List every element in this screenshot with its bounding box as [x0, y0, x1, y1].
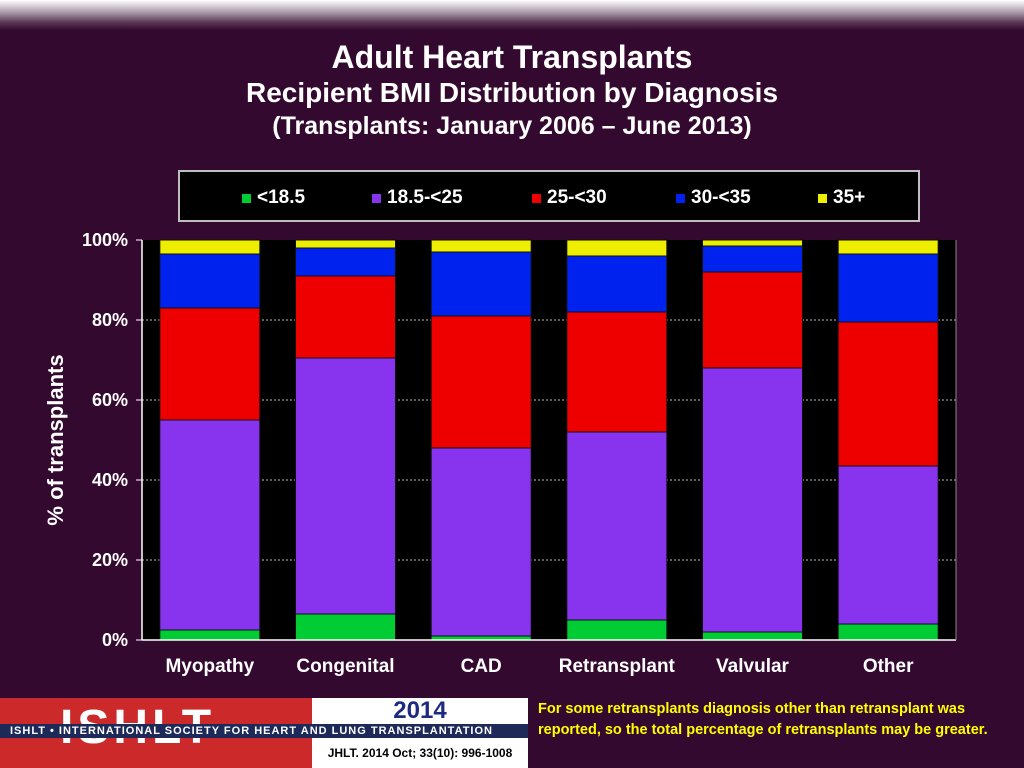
footnote: For some retransplants diagnosis other t…: [538, 701, 988, 738]
society-name: ISHLT • INTERNATIONAL SOCIETY FOR HEART …: [10, 725, 493, 737]
bar-segment: [295, 247, 396, 277]
bar-segment: [159, 307, 261, 421]
y-tick-label: 100%: [82, 230, 128, 250]
legend-label: 18.5-<25: [387, 187, 463, 208]
y-tick-label: 60%: [92, 390, 128, 410]
x-tick-label: Myopathy: [165, 656, 254, 677]
bar-segment: [702, 245, 803, 273]
legend-item: 35+: [818, 187, 865, 209]
chart-title: Adult Heart Transplants: [331, 39, 693, 75]
x-tick-label: Congenital: [296, 656, 394, 677]
legend-label: <18.5: [257, 187, 306, 208]
legend-swatch: [372, 193, 381, 203]
legend-label: 35+: [833, 187, 866, 208]
bar-segment: [295, 239, 396, 249]
bar-segment: [837, 465, 939, 625]
legend-item: <18.5: [242, 187, 305, 209]
y-tick-label: 80%: [92, 310, 128, 330]
legend-swatch: [818, 193, 827, 203]
bar-segment: [430, 251, 532, 317]
y-tick-label: 20%: [92, 550, 128, 570]
bar-segment: [159, 253, 261, 309]
chart-legend: <18.5 18.5-<25 25-<30 30-<35 35+: [178, 170, 920, 222]
plot-area: [142, 240, 956, 640]
bar-segment: [566, 619, 668, 641]
stacked-bar-chart: 0% 20% 40% 60% 80% 100% Myopathy Congenital CAD R…: [82, 230, 957, 677]
legend-label: 25-<30: [547, 187, 607, 208]
legend-swatch: [242, 193, 251, 203]
bar-segment: [566, 431, 668, 621]
chart-title-block: Adult Heart Transplants Recipient BMI Di…: [0, 38, 1024, 142]
bar-segment: [702, 367, 803, 633]
bar-segment: [702, 631, 803, 641]
legend-swatch: [676, 193, 685, 203]
top-gradient-bar: [0, 0, 1024, 30]
publication-year: 2014: [312, 698, 528, 724]
y-tick-label: 40%: [92, 470, 128, 490]
bar-segment: [430, 239, 532, 253]
society-band: [0, 724, 528, 738]
bar-segment: [566, 239, 668, 257]
legend-item: 30-<35: [676, 187, 751, 209]
bar-segment: [295, 275, 396, 359]
legend-label: 30-<35: [691, 187, 751, 208]
bar-segment: [837, 321, 939, 467]
bar-segment: [295, 357, 396, 615]
bar-segment: [159, 239, 261, 255]
bar-segment: [159, 419, 261, 631]
bar-segment: [566, 255, 668, 313]
legend-swatch: [532, 193, 541, 203]
x-tick-label: Valvular: [716, 656, 789, 677]
bar-segment: [159, 629, 261, 641]
chart-subtitle: Recipient BMI Distribution by Diagnosis: [245, 77, 779, 108]
chart-date-range: (Transplants: January 2006 – June 2013): [272, 112, 752, 140]
bar-segment: [837, 239, 939, 255]
x-tick-label: Retransplant: [559, 656, 676, 677]
legend-item: 18.5-<25: [372, 187, 463, 209]
y-tick-label: 0%: [102, 630, 128, 650]
bar-segment: [702, 271, 803, 369]
journal-citation: JHLT. 2014 Oct; 33(10): 996-1008: [312, 738, 528, 768]
bar-segment: [702, 239, 803, 247]
x-tick-label: Other: [863, 656, 914, 677]
bar-segment: [566, 311, 668, 433]
bar-segment: [837, 253, 939, 323]
bar-segment: [837, 623, 939, 641]
bar-segment: [295, 613, 396, 641]
legend-item: 25-<30: [532, 187, 607, 209]
bar-segment: [430, 315, 532, 449]
bar-segment: [430, 447, 532, 637]
x-tick-label: CAD: [461, 656, 502, 677]
